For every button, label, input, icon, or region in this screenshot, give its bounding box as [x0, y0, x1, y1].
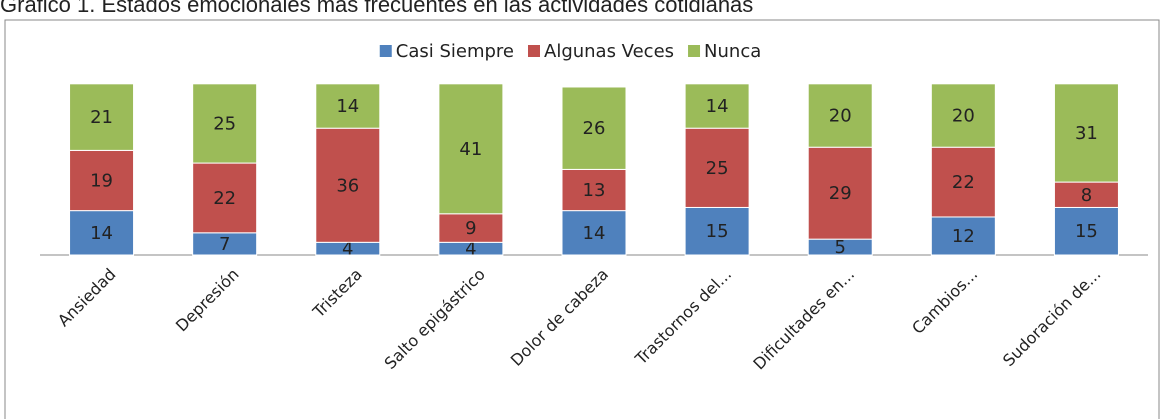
- value-label: 25: [706, 158, 729, 179]
- value-label: 14: [90, 223, 113, 244]
- value-label: 8: [1081, 185, 1092, 206]
- value-label: 4: [342, 239, 353, 260]
- bar-segment: [561, 210, 627, 256]
- value-label: 19: [90, 171, 113, 192]
- value-label: 21: [90, 107, 113, 128]
- value-label: 15: [1075, 221, 1098, 242]
- bar-segment: [438, 213, 504, 243]
- value-label: 25: [213, 113, 236, 134]
- legend-swatch: [379, 45, 392, 57]
- value-label: 14: [583, 223, 606, 244]
- value-label: 13: [583, 180, 606, 201]
- value-label: 12: [952, 226, 975, 247]
- bar-segment: [1053, 83, 1119, 183]
- bar-segment: [69, 83, 135, 151]
- value-label: 22: [213, 188, 236, 209]
- legend-label: Casi Siempre: [396, 41, 514, 62]
- value-label: 9: [465, 218, 476, 239]
- bar-segment: [1053, 181, 1119, 208]
- value-label: 14: [336, 96, 359, 117]
- bar-segment: [438, 83, 504, 215]
- bar-segment: [684, 206, 750, 256]
- value-label: 7: [219, 234, 230, 255]
- bar-segment: [561, 168, 627, 212]
- legend-label: Algunas Veces: [544, 41, 674, 62]
- bar-segment: [684, 83, 750, 129]
- value-label: 36: [336, 175, 359, 196]
- value-label: 14: [706, 96, 729, 117]
- chart-title: Gráfico 1. Estados emocionales más frecu…: [0, 0, 753, 17]
- value-label: 20: [952, 106, 975, 127]
- bar-segment: [930, 83, 996, 148]
- value-label: 15: [706, 221, 729, 242]
- value-label: 4: [465, 239, 476, 260]
- value-label: 5: [834, 237, 845, 258]
- bar-segment: [930, 146, 996, 218]
- bar-segment: [315, 83, 381, 129]
- legend-swatch: [528, 45, 540, 57]
- bar-segment: [69, 149, 135, 212]
- legend-label: Nunca: [704, 41, 761, 62]
- value-label: 20: [829, 106, 852, 127]
- bar-segment: [192, 83, 258, 164]
- bar-segment: [684, 127, 750, 208]
- bar-segment: [69, 210, 135, 256]
- bar-segment: [1053, 206, 1119, 256]
- value-label: 22: [952, 172, 975, 193]
- bar-segment: [315, 127, 381, 243]
- legend-swatch: [688, 45, 701, 57]
- value-label: 26: [583, 118, 606, 139]
- bar-segment: [807, 83, 873, 148]
- bar-segment: [192, 162, 258, 234]
- value-label: 41: [459, 139, 482, 160]
- value-label: 31: [1075, 123, 1098, 144]
- bar-segment: [561, 86, 627, 170]
- value-label: 29: [829, 183, 852, 204]
- bar-segment: [930, 216, 996, 256]
- legend: Casi Siempre Algunas Veces Nunca: [379, 41, 761, 62]
